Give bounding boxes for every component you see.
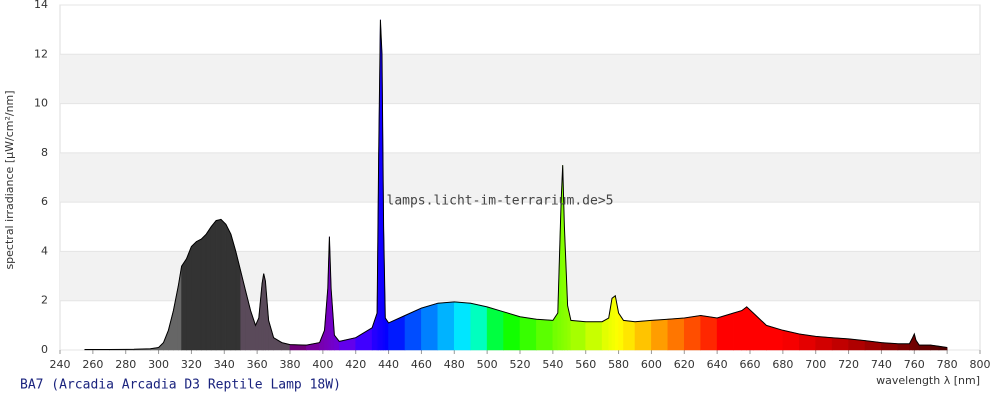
x-tick-label: 740	[871, 358, 892, 371]
grid-band	[60, 54, 980, 104]
y-axis-label: spectral irradiance [µW/cm²/nm]	[3, 90, 16, 269]
spectrum-slice	[667, 317, 685, 351]
x-tick-label: 420	[345, 358, 366, 371]
watermark: lamps.licht-im-terrarium.de>5	[387, 194, 614, 209]
x-tick-label: 380	[280, 358, 301, 371]
x-tick-label: 700	[805, 358, 826, 371]
y-tick-label: 6	[41, 195, 48, 208]
spectrum-slice	[215, 219, 222, 351]
spectrum-slice	[897, 343, 910, 351]
spectrum-slice	[220, 218, 227, 351]
x-tick-label: 600	[641, 358, 662, 371]
spectrum-outline	[84, 19, 948, 350]
x-tick-label: 520	[510, 358, 531, 371]
x-tick-label: 300	[148, 358, 169, 371]
spectrum-slice	[470, 302, 488, 351]
spectrum-slice	[683, 315, 702, 351]
y-tick-label: 14	[34, 0, 48, 11]
x-tick-label: 580	[608, 358, 629, 371]
x-tick-label: 540	[542, 358, 563, 371]
spectrum-slice	[716, 312, 734, 351]
spectrum-slice	[601, 317, 610, 351]
spectrum-slice	[200, 233, 207, 351]
spectrum-slice	[634, 320, 652, 351]
grid-band	[60, 152, 980, 203]
spectrum-slice	[831, 337, 849, 351]
spectrum-slice	[918, 344, 932, 351]
spectrum-slice	[815, 336, 833, 351]
y-tick-label: 0	[41, 343, 48, 356]
spectrum-slice	[570, 320, 587, 351]
spectrum-slice	[741, 306, 748, 351]
x-tick-label: 320	[181, 358, 202, 371]
spectrum-slice	[611, 295, 616, 351]
spectrum-slice	[536, 318, 554, 351]
spectrum-slice	[503, 311, 521, 351]
x-tick-label: 440	[378, 358, 399, 371]
spectrum-slice	[651, 318, 669, 351]
x-tick-label: 760	[904, 358, 925, 371]
x-tick-label: 260	[82, 358, 103, 371]
spectrum-slice	[230, 234, 237, 351]
x-tick-label: 660	[740, 358, 761, 371]
y-tick-label: 8	[41, 146, 48, 159]
spectrum-slice	[186, 246, 192, 351]
spectrum-slice	[733, 310, 743, 351]
x-tick-label: 800	[970, 358, 991, 371]
x-tick-label: 640	[707, 358, 728, 371]
lamp-title: BA7 (Arcadia Arcadia D3 Reptile Lamp 18W…	[20, 378, 341, 393]
spectrum-slice	[196, 238, 202, 351]
spectrum-slice	[519, 316, 537, 351]
spectrum-slice	[191, 240, 197, 351]
x-tick-label: 460	[411, 358, 432, 371]
x-tick-label: 720	[838, 358, 859, 371]
y-tick-label: 2	[41, 294, 48, 307]
spectrum-slice	[421, 302, 439, 351]
spectrum-slice	[486, 306, 504, 351]
spectrum-slice	[585, 321, 603, 351]
spectrum-slice	[623, 320, 636, 351]
x-tick-label: 680	[772, 358, 793, 371]
x-tick-label: 340	[214, 358, 235, 371]
spectrum-slice	[205, 225, 212, 351]
spectrum-slice	[437, 301, 455, 351]
y-tick-label: 10	[34, 97, 48, 110]
x-tick-label: 400	[312, 358, 333, 371]
x-tick-label: 240	[50, 358, 71, 371]
spectrum-slice	[225, 224, 232, 351]
x-tick-label: 560	[575, 358, 596, 371]
spectrum-slice	[181, 257, 187, 351]
y-tick-label: 4	[41, 244, 48, 257]
x-tick-label: 480	[444, 358, 465, 371]
y-tick-label: 12	[34, 47, 48, 60]
x-tick-label: 780	[937, 358, 958, 371]
x-axis-label: wavelength λ [nm]	[876, 374, 980, 387]
spectrum-slice	[938, 345, 948, 351]
spectrum-slice	[746, 306, 754, 351]
spectrum-slice	[210, 219, 217, 351]
x-tick-label: 280	[115, 358, 136, 371]
x-tick-label: 360	[247, 358, 268, 371]
spectrum-slice	[453, 301, 472, 351]
x-tick-label: 620	[674, 358, 695, 371]
spectrum-slice	[700, 315, 718, 351]
x-tick-label: 500	[477, 358, 498, 371]
